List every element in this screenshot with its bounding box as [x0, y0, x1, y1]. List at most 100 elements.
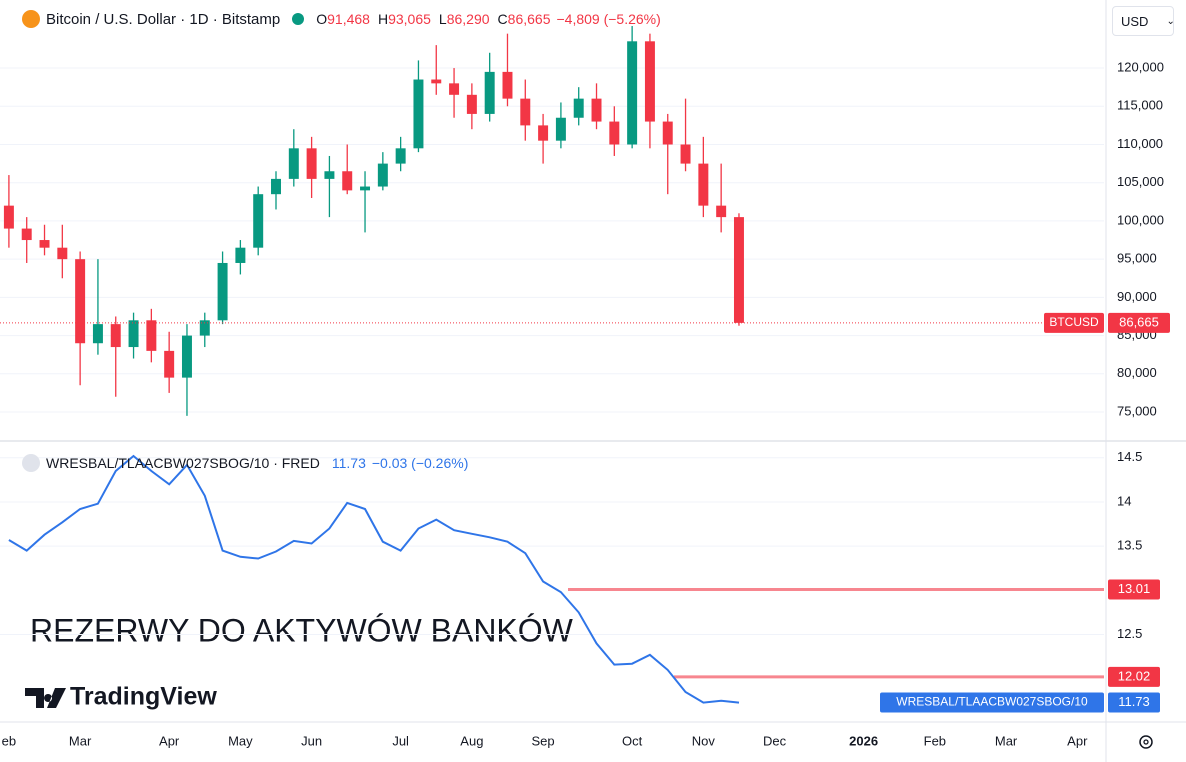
level-label: 13.01	[1118, 581, 1151, 596]
level-badge	[1108, 579, 1160, 600]
candle-body	[484, 71, 495, 114]
candle-body	[609, 121, 620, 145]
candle-body	[360, 186, 371, 191]
x-tick-label: Nov	[692, 733, 716, 748]
annotation: REZERWY DO AKTYWÓW BANKÓW	[30, 612, 574, 648]
last-price-name: BTCUSD	[1049, 315, 1099, 329]
settings-icon[interactable]	[1139, 735, 1153, 749]
ohlc-item: H93,065	[378, 11, 431, 27]
candle-body	[235, 247, 246, 263]
candle-body	[199, 320, 210, 336]
x-tick-label: Oct	[622, 733, 643, 748]
ohlc-item: L86,290	[439, 11, 490, 27]
level-badge	[1108, 666, 1160, 687]
main-legend: Bitcoin / U.S. Dollar · 1D · Bitstamp O9…	[22, 10, 661, 28]
ohlc-value: 91,468	[327, 11, 370, 27]
level-label: 12.02	[1118, 668, 1151, 683]
candle-body	[39, 240, 50, 248]
candle-body	[92, 324, 103, 344]
candle-body	[271, 178, 281, 195]
candle-body	[217, 262, 228, 321]
bitcoin-icon	[22, 10, 40, 28]
series-name: WRESBAL/TLAACBW027SBOG/10	[896, 695, 1088, 709]
y-tick-label: 115,000	[1117, 98, 1163, 113]
y-tick-label: 95,000	[1117, 251, 1157, 266]
candle-body	[110, 324, 121, 348]
x-tick-label: Jul	[392, 733, 409, 748]
series-value: 11.73	[1118, 694, 1150, 709]
candle-body	[181, 335, 192, 378]
candle-body	[680, 144, 691, 164]
candle-body	[502, 71, 513, 99]
candle-body	[449, 83, 460, 95]
candle-body	[466, 94, 477, 114]
candle-body	[413, 79, 424, 149]
last-price-value: 86,665	[1119, 314, 1159, 329]
watermark-text: TradingView	[70, 683, 217, 711]
candle-body	[662, 121, 673, 145]
ohlc-value: 93,065	[388, 11, 431, 27]
candle-body	[75, 259, 86, 344]
market-status	[292, 13, 305, 25]
y-tick-label: 80,000	[1117, 365, 1157, 380]
series-line	[8, 454, 740, 704]
x-tick-label: 2026	[849, 733, 878, 748]
indicator-change: −0.03 (−0.26%)	[371, 455, 469, 471]
candle-body	[591, 98, 602, 122]
y-tick-label: 105,000	[1117, 174, 1164, 189]
candle-body	[431, 79, 442, 84]
candle-body	[342, 171, 353, 191]
candle-body	[324, 171, 335, 179]
last-price-badge	[1108, 312, 1170, 333]
gear-center[interactable]	[1143, 739, 1149, 745]
candle-body	[164, 350, 175, 378]
ohlc-item: C86,665	[498, 11, 551, 27]
candle-body	[21, 228, 32, 241]
candle-body	[716, 205, 727, 218]
y-tick-label: 110,000	[1117, 136, 1163, 151]
gear[interactable]	[1139, 735, 1153, 749]
y-tick-label: 12.5	[1117, 626, 1142, 641]
candle-body	[555, 117, 566, 141]
fred-icon	[22, 454, 40, 472]
x-tick-label: Apr	[159, 733, 180, 748]
symbol-title: Bitcoin / U.S. Dollar · 1D · Bitstamp	[46, 10, 281, 28]
last-price-name-badge	[1044, 312, 1104, 333]
candles	[3, 26, 744, 416]
logo-icon	[25, 688, 66, 708]
ohlc-label: L	[438, 11, 447, 27]
y-tick-label: 90,000	[1117, 289, 1157, 304]
candle-body	[288, 148, 299, 179]
x-tick-label: Dec	[763, 733, 787, 748]
ohlc-label: O	[316, 11, 328, 27]
candle-body	[377, 163, 388, 187]
y-tick-label: 14.5	[1117, 449, 1142, 464]
x-tick-label: Mar	[69, 733, 92, 748]
ohlc-values: O91,468 H93,065 L86,290 C86,665	[316, 11, 550, 27]
candle-body	[733, 217, 744, 323]
currency[interactable]: USD	[1121, 13, 1149, 29]
candle-body	[128, 320, 139, 348]
x-tick-label: Sep	[532, 733, 555, 748]
series-name-badge	[880, 692, 1104, 713]
ohlc-item: O91,468	[316, 11, 370, 27]
candle-body	[146, 320, 157, 351]
x-tick-label: May	[228, 733, 253, 748]
chevron[interactable]: ⌄	[1166, 15, 1175, 27]
indicator-value: 11.73	[331, 455, 366, 471]
indicator-title: WRESBAL/TLAACBW027SBOG/10 · FRED	[46, 455, 320, 471]
candle-body	[3, 205, 14, 229]
x-tick-label: Aug	[460, 733, 483, 748]
y-tick-label: 120,000	[1117, 59, 1164, 74]
x-tick-label: Jun	[301, 733, 322, 748]
x-tick-label: Apr	[1067, 733, 1088, 748]
indicator-legend: WRESBAL/TLAACBW027SBOG/10 · FRED 11.73 −…	[22, 454, 468, 472]
watermark: TradingView	[25, 683, 217, 711]
candle-body	[395, 148, 406, 164]
x-tick-label: Feb	[924, 733, 946, 748]
candle-body	[627, 41, 638, 145]
x-tick-label: eb	[2, 733, 16, 748]
y-tick-label: 14	[1117, 493, 1131, 508]
currency-select[interactable]: USD ⌄	[1112, 6, 1175, 36]
